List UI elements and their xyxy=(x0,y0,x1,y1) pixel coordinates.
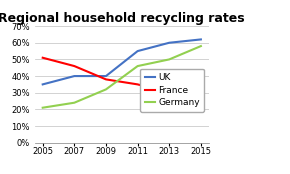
UK xyxy=(41,83,44,85)
Germany xyxy=(168,58,171,60)
Title: Regional household recycling rates: Regional household recycling rates xyxy=(0,12,245,25)
France xyxy=(199,75,203,77)
Germany xyxy=(199,45,203,47)
Germany xyxy=(72,102,76,104)
France xyxy=(72,65,76,67)
Germany xyxy=(104,88,108,90)
France xyxy=(136,83,139,85)
France xyxy=(104,78,108,80)
Legend: UK, France, Germany: UK, France, Germany xyxy=(140,69,204,112)
Germany xyxy=(136,65,139,67)
UK xyxy=(199,38,203,41)
Germany xyxy=(41,107,44,109)
Line: UK: UK xyxy=(43,39,201,84)
UK xyxy=(72,75,76,77)
Line: Germany: Germany xyxy=(43,46,201,108)
France xyxy=(168,92,171,94)
France xyxy=(41,57,44,59)
UK xyxy=(136,50,139,52)
Line: France: France xyxy=(43,58,201,93)
UK xyxy=(168,42,171,44)
UK xyxy=(104,75,108,77)
